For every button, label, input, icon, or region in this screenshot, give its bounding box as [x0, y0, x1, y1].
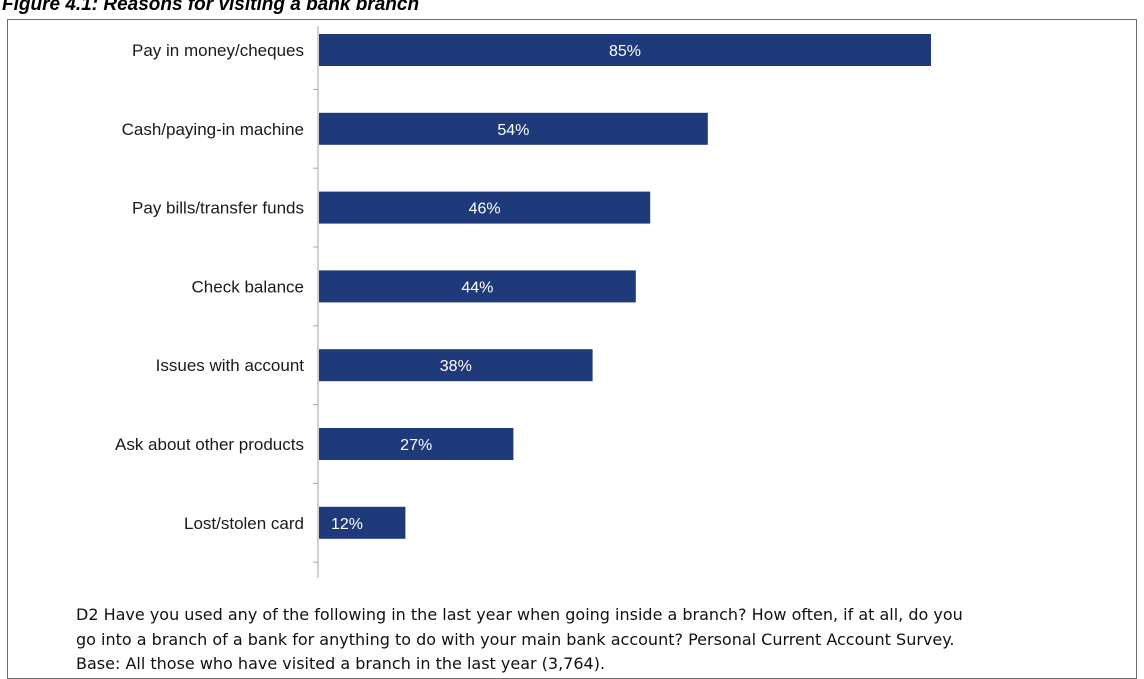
bar — [319, 191, 651, 224]
data-label: 85% — [609, 43, 641, 60]
category-label: Check balance — [192, 277, 304, 296]
figure-title: Figure 4.1: Reasons for visiting a bank … — [2, 0, 420, 15]
category-label: Lost/stolen card — [184, 514, 304, 533]
data-label: 27% — [400, 437, 432, 454]
category-label: Ask about other products — [115, 435, 304, 454]
data-label: 12% — [331, 516, 363, 533]
bar — [319, 270, 636, 303]
bar — [319, 112, 708, 145]
bar — [319, 349, 593, 382]
data-label: 44% — [461, 279, 493, 296]
bar — [319, 34, 931, 66]
chart-frame: Pay in money/cheques 85% Cash/paying-in ma… — [7, 19, 1137, 679]
footnote: D2 Have you used any of the following in… — [76, 605, 963, 673]
category-label: Cash/paying-in machine — [122, 120, 304, 139]
category-label: Pay bills/transfer funds — [132, 199, 304, 218]
bar — [319, 428, 514, 460]
category-label: Pay in money/cheques — [132, 41, 304, 60]
data-label: 54% — [497, 122, 529, 139]
category-label: Issues with account — [156, 356, 305, 375]
bar-chart: Pay in money/cheques 85% Cash/paying-in ma… — [115, 26, 931, 578]
data-label: 46% — [469, 201, 501, 218]
bar — [319, 506, 406, 539]
data-label: 38% — [440, 358, 472, 375]
